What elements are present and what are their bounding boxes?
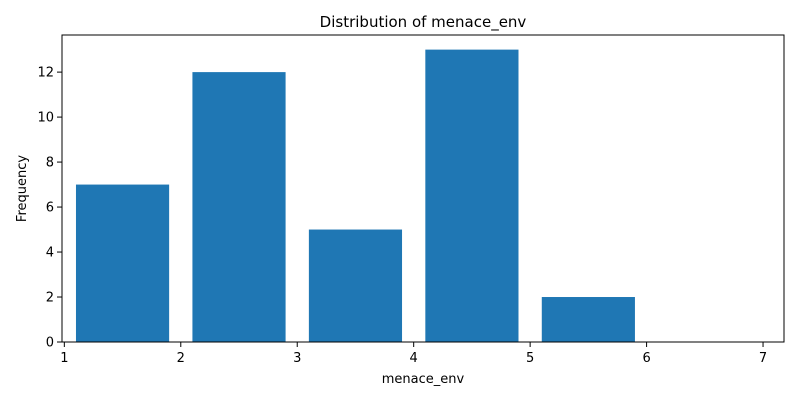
x-axis-label: menace_env [382,372,465,387]
y-tick-label: 6 [46,201,54,216]
x-tick-label: 3 [293,351,301,366]
y-tick-label: 10 [37,111,54,126]
y-tick-label: 8 [46,156,54,171]
bar-3 [308,229,403,342]
y-tick-label: 12 [37,66,54,81]
y-tick-label: 4 [46,246,54,261]
x-tick-label: 4 [410,351,418,366]
bar-1 [75,184,170,342]
y-tick-label: 0 [46,336,54,351]
plot-frame [61,34,785,343]
x-tick-label: 7 [759,351,767,366]
x-tick-label: 6 [642,351,650,366]
x-tick-label: 2 [177,351,185,366]
bar-4 [425,49,519,342]
bars-group [75,49,635,342]
y-tick-label: 2 [46,291,54,306]
bar-2 [192,72,286,342]
y-axis-label: Frequency [15,155,30,222]
x-tick-label: 5 [526,351,534,366]
x-tick-label: 1 [60,351,68,366]
y-ticks-group: 0 2 4 6 8 10 12 [37,66,62,351]
x-ticks-group: 1 2 3 4 5 6 7 [60,342,767,366]
bar-5 [541,297,635,342]
chart-title: Distribution of menace_env [320,13,527,32]
